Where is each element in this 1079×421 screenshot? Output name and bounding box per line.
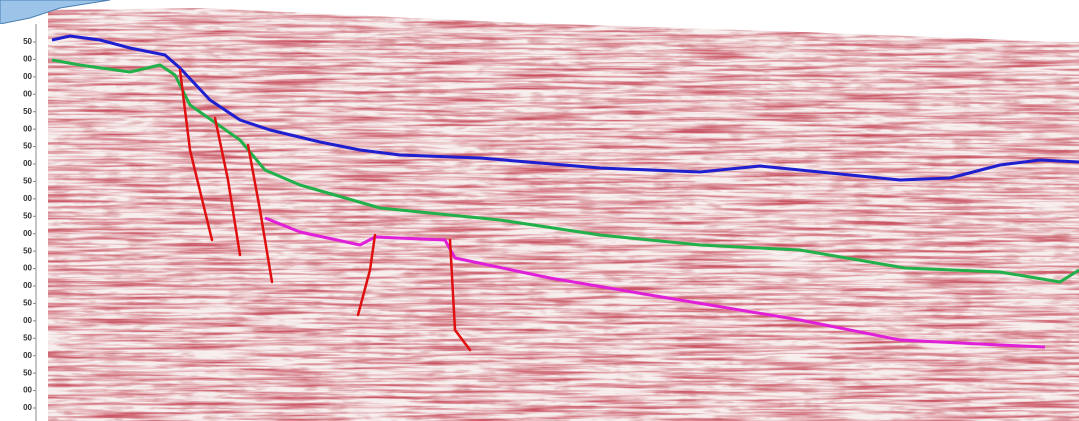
axis-label: 00 — [23, 124, 32, 133]
axis-label: 50 — [23, 211, 32, 220]
axis-label: 00 — [23, 89, 32, 98]
axis-label: 50 — [23, 333, 32, 342]
seismic-data — [48, 8, 1079, 421]
fault — [448, 238, 472, 352]
axis-label: 00 — [23, 72, 32, 81]
window-corner — [0, 0, 111, 25]
axis-label: 00 — [23, 386, 32, 395]
axis-label: 50 — [23, 37, 32, 46]
faults — [178, 68, 472, 352]
axis-label: 00 — [23, 281, 32, 290]
fault — [246, 143, 274, 284]
axis-label: 50 — [23, 368, 32, 377]
axis-label: 00 — [23, 351, 32, 360]
blue-horizon — [51, 34, 1079, 182]
axis-label: 00 — [23, 229, 32, 238]
axis-label: 00 — [23, 316, 32, 325]
axis-label: 50 — [23, 246, 32, 255]
axis-label: 50 — [23, 299, 32, 308]
fault — [356, 233, 377, 317]
axis-label: 00 — [23, 194, 32, 203]
axis-label: 00 — [23, 55, 32, 64]
horizons — [51, 34, 1079, 349]
axis-label: 00 — [23, 403, 32, 412]
magenta-horizon — [264, 216, 1046, 349]
axis-label: 00 — [23, 159, 32, 168]
axis-strip — [0, 24, 36, 421]
fault — [213, 116, 242, 257]
axis-label: 50 — [23, 142, 32, 151]
axis-label: 00 — [23, 264, 32, 273]
depth-axis: 50 00 00 00 50 00 50 00 50 00 50 00 50 00 00 50 00 50 00 50… — [23, 37, 36, 412]
fault — [178, 68, 214, 242]
axis-label: 50 — [23, 107, 32, 116]
axis-label: 50 — [23, 177, 32, 186]
green-horizon — [51, 58, 1079, 284]
seismic-reflectors — [48, 8, 1079, 421]
